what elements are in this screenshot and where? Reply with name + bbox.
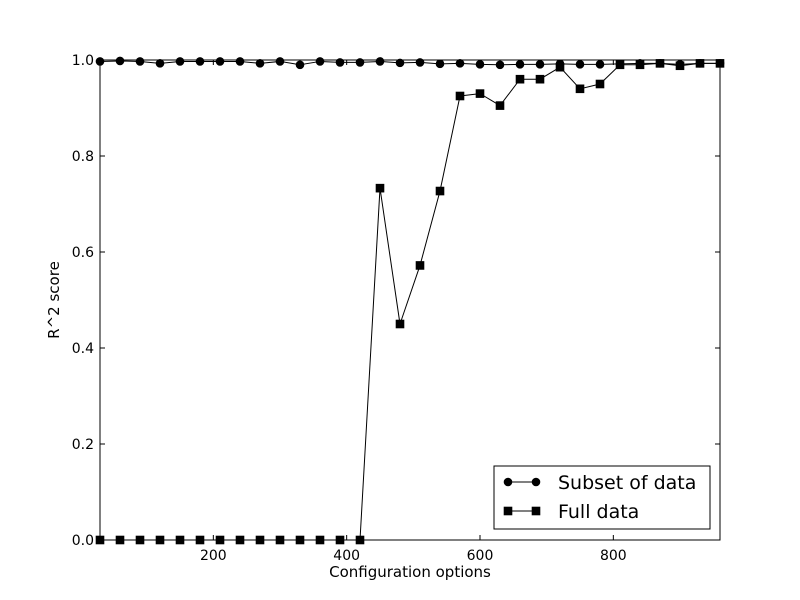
data-point <box>395 58 405 68</box>
x-tick-label: 200 <box>200 548 227 564</box>
data-point <box>535 60 545 69</box>
legend-item-full: Full data <box>503 501 639 523</box>
legend-item-subset: Subset of data <box>503 472 696 494</box>
data-point <box>335 58 345 67</box>
y-tick-label: 1.0 <box>72 53 94 69</box>
data-point <box>355 58 365 67</box>
data-point <box>295 60 305 70</box>
legend-marker-subset <box>531 477 541 487</box>
x-tick-label: 800 <box>600 548 627 564</box>
data-point <box>435 186 445 196</box>
legend: Subset of data Full data <box>493 465 711 530</box>
data-point <box>255 59 265 68</box>
data-point <box>395 319 405 329</box>
data-point <box>435 59 445 69</box>
x-axis-label: Configuration options <box>329 563 491 581</box>
y-tick-label: 0.2 <box>72 437 94 453</box>
data-point <box>315 57 325 66</box>
data-point <box>375 57 385 66</box>
data-point <box>195 57 205 66</box>
legend-marker-full <box>503 506 513 516</box>
data-point <box>115 56 125 66</box>
x-tick-label: 600 <box>467 548 494 564</box>
plot-frame <box>99 59 721 541</box>
data-point <box>455 59 465 68</box>
data-point <box>575 84 585 94</box>
data-point <box>155 59 165 68</box>
legend-marker-subset <box>503 477 513 487</box>
y-axis-label: R^2 score <box>45 261 63 339</box>
data-point <box>415 58 425 67</box>
data-point <box>675 61 685 71</box>
data-point <box>235 57 245 66</box>
legend-label-subset: Subset of data <box>558 472 696 494</box>
data-point <box>695 59 705 68</box>
data-point <box>375 183 385 193</box>
data-point <box>415 261 425 270</box>
y-tick-label: 0.6 <box>72 245 94 261</box>
series-line-subset <box>99 60 720 66</box>
y-tick-label: 0.4 <box>72 341 94 357</box>
data-point <box>595 60 605 69</box>
data-point <box>555 62 565 72</box>
data-point <box>575 60 585 69</box>
data-point <box>455 91 465 101</box>
legend-marker <box>503 477 513 487</box>
legend-marker <box>503 506 513 516</box>
data-point <box>515 74 525 84</box>
data-point <box>275 57 285 66</box>
data-point <box>535 74 545 84</box>
data-point <box>215 57 225 66</box>
legend-label-full: Full data <box>558 501 639 523</box>
data-point <box>655 59 665 68</box>
legend-marker-full <box>531 506 541 516</box>
data-point <box>135 57 145 66</box>
x-tick-label: 400 <box>333 548 360 564</box>
data-point <box>475 89 485 98</box>
data-point <box>495 60 505 70</box>
data-point <box>635 60 645 70</box>
y-tick-label: 0.8 <box>72 149 94 165</box>
data-point <box>515 60 525 69</box>
legend-marker <box>531 477 541 487</box>
data-point <box>495 101 505 110</box>
axes: 200 400 600 800 0.0 0.2 0.4 0.6 0.8 1.0 <box>72 53 721 564</box>
y-tick-label: 0.0 <box>72 533 94 549</box>
data-point <box>175 57 185 66</box>
legend-box <box>493 465 711 530</box>
data-point <box>595 79 605 89</box>
legend-marker <box>531 506 541 516</box>
data-point <box>615 60 625 70</box>
